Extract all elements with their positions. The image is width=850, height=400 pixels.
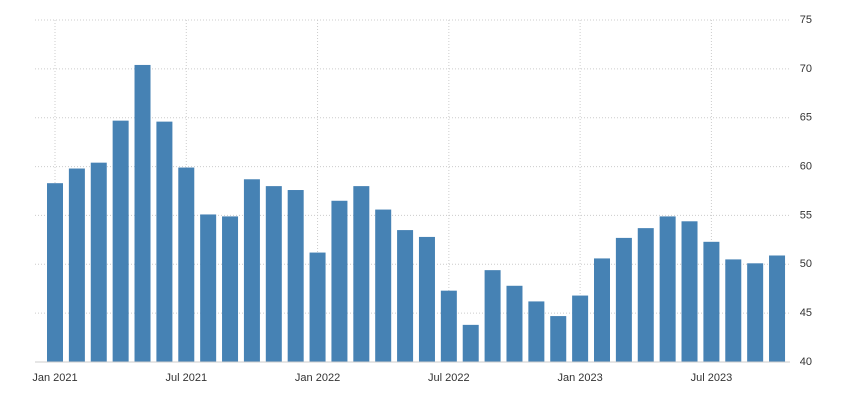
y-tick-label: 65 <box>800 112 812 124</box>
bar <box>747 263 764 362</box>
bar <box>550 316 567 362</box>
y-tick-label: 75 <box>800 14 812 26</box>
bar <box>572 295 589 362</box>
y-tick-label: 60 <box>800 160 812 172</box>
bar <box>353 186 370 362</box>
bar <box>506 285 523 362</box>
bar <box>462 324 479 362</box>
bar <box>265 186 282 362</box>
x-tick-label: Jan 2021 <box>32 372 77 384</box>
bar <box>769 255 786 362</box>
bar <box>594 258 610 362</box>
bar <box>134 64 151 362</box>
bar <box>68 168 85 362</box>
bar <box>725 259 742 362</box>
bar <box>90 162 107 362</box>
bar <box>178 167 195 362</box>
y-tick-label: 70 <box>800 63 812 75</box>
bar <box>47 183 63 362</box>
x-tick-label: Jul 2022 <box>428 372 470 384</box>
bar <box>440 290 457 362</box>
x-tick-label: Jul 2021 <box>165 372 207 384</box>
bar <box>681 221 698 362</box>
bar <box>615 237 632 362</box>
bar <box>397 230 414 362</box>
bar <box>528 301 545 362</box>
y-tick-label: 55 <box>800 209 812 221</box>
y-tick-label: 45 <box>800 307 812 319</box>
bar <box>222 216 239 362</box>
bar <box>418 236 435 362</box>
bar <box>156 121 173 362</box>
x-tick-label: Jan 2022 <box>295 372 340 384</box>
bar <box>112 120 129 362</box>
bar <box>309 252 326 362</box>
bar <box>331 200 348 362</box>
bar <box>243 179 260 362</box>
bar <box>484 270 501 362</box>
bar <box>200 214 217 362</box>
bar <box>637 228 654 362</box>
x-tick-label: Jan 2023 <box>557 372 602 384</box>
x-tick-label: Jul 2023 <box>691 372 733 384</box>
bar <box>703 241 720 362</box>
y-tick-label: 40 <box>800 356 812 368</box>
y-tick-label: 50 <box>800 258 812 270</box>
bar <box>375 209 392 362</box>
bar <box>287 190 304 362</box>
bar <box>659 216 676 362</box>
